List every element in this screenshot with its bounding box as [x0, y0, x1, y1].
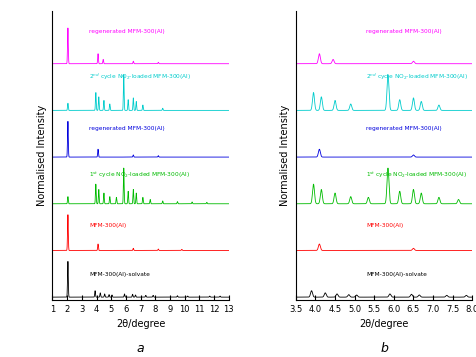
Text: MFM-300(Al)-solvate: MFM-300(Al)-solvate	[366, 272, 426, 277]
Text: MFM-300(Al): MFM-300(Al)	[89, 223, 126, 228]
Text: a: a	[137, 342, 144, 355]
Text: regenerated MFM-300(Al): regenerated MFM-300(Al)	[366, 126, 441, 131]
Text: regenerated MFM-300(Al): regenerated MFM-300(Al)	[89, 126, 165, 131]
Text: 2$^{nd}$ cycle NO$_2$-loaded MFM-300(Al): 2$^{nd}$ cycle NO$_2$-loaded MFM-300(Al)	[89, 72, 191, 82]
Y-axis label: Normalised Intensity: Normalised Intensity	[280, 105, 290, 206]
Text: 1$^{st}$ cycle NO$_2$-loaded MFM-300(Al): 1$^{st}$ cycle NO$_2$-loaded MFM-300(Al)	[89, 170, 190, 180]
Text: regenerated MFM-300(Al): regenerated MFM-300(Al)	[366, 29, 441, 34]
Y-axis label: Normalised Intensity: Normalised Intensity	[37, 105, 47, 206]
Text: b: b	[379, 342, 387, 355]
X-axis label: 2θ/degree: 2θ/degree	[358, 319, 408, 329]
Text: MFM-300(Al)-solvate: MFM-300(Al)-solvate	[89, 272, 150, 277]
Text: MFM-300(Al): MFM-300(Al)	[366, 223, 403, 228]
Text: regenerated MFM-300(Al): regenerated MFM-300(Al)	[89, 29, 165, 34]
X-axis label: 2θ/degree: 2θ/degree	[116, 319, 165, 329]
Text: 1$^{st}$ cycle NO$_2$-loaded MFM-300(Al): 1$^{st}$ cycle NO$_2$-loaded MFM-300(Al)	[366, 170, 466, 180]
Text: 2$^{nd}$ cycle NO$_2$-loaded MFM-300(Al): 2$^{nd}$ cycle NO$_2$-loaded MFM-300(Al)	[366, 72, 468, 82]
